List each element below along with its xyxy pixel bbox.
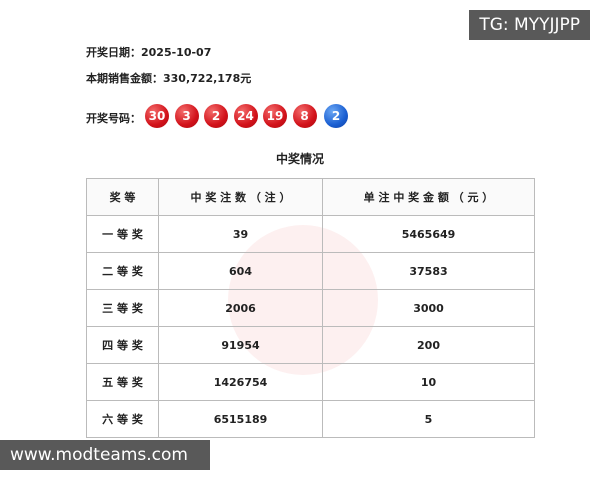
table-row: 五 等 奖 1426754 10 bbox=[86, 363, 535, 401]
table-cell: 37583 bbox=[322, 252, 535, 290]
table-row: 三 等 奖 2006 3000 bbox=[86, 289, 535, 327]
red-ball: 30 bbox=[145, 104, 169, 128]
red-ball: 2 bbox=[204, 104, 228, 128]
table-cell: 2006 bbox=[158, 289, 323, 327]
table-cell: 6515189 bbox=[158, 400, 323, 438]
table-cell: 10 bbox=[322, 363, 535, 401]
header-row: 奖 等中 奖 注 数 （ 注 ）单 注 中 奖 金 额 （ 元 ） bbox=[86, 178, 535, 216]
red-ball: 19 bbox=[263, 104, 287, 128]
table-cell: 5465649 bbox=[322, 215, 535, 253]
table-cell: 3000 bbox=[322, 289, 535, 327]
red-ball: 24 bbox=[233, 104, 258, 128]
date: 2025-10-07 bbox=[141, 46, 212, 59]
table-cell: 三 等 奖 bbox=[86, 289, 159, 327]
table-cell: 200 bbox=[322, 326, 535, 364]
date-label: 开奖日期： bbox=[86, 46, 141, 59]
table-cell: 六 等 奖 bbox=[86, 400, 159, 438]
red-ball: 3 bbox=[174, 104, 199, 128]
blue-ball: 2 bbox=[324, 104, 348, 128]
numbers-label: 开奖号码： bbox=[86, 112, 141, 125]
header-cell: 单 注 中 奖 金 额 （ 元 ） bbox=[322, 178, 535, 216]
table-row: 二 等 奖 604 37583 bbox=[86, 252, 535, 290]
table-cell: 91954 bbox=[158, 326, 323, 364]
table-cell: 1426754 bbox=[158, 363, 323, 401]
red-ball: 8 bbox=[292, 104, 317, 128]
table-cell: 四 等 奖 bbox=[86, 326, 159, 364]
sales: 330,722,178元 bbox=[163, 72, 252, 85]
sales-line: 本期销售金额：330,722,178元 bbox=[86, 70, 251, 86]
table-cell: 五 等 奖 bbox=[86, 363, 159, 401]
table-cell: 5 bbox=[322, 400, 535, 438]
table-row: 六 等 奖 6515189 5 bbox=[86, 400, 535, 438]
table-title: 中奖情况 bbox=[275, 152, 324, 166]
table-row: 四 等 奖 91954 200 bbox=[86, 326, 535, 364]
watermark-bottom: www.modteams.com bbox=[0, 440, 210, 470]
header-cell: 奖 等 bbox=[86, 178, 159, 216]
table-row: 一 等 奖 39 5465649 bbox=[86, 215, 535, 253]
date-line: 开奖日期：2025-10-07 bbox=[86, 44, 211, 60]
table-cell: 604 bbox=[158, 252, 323, 290]
table-cell: 二 等 奖 bbox=[86, 252, 159, 290]
header-cell: 中 奖 注 数 （ 注 ） bbox=[158, 178, 323, 216]
table-cell: 一 等 奖 bbox=[86, 215, 159, 253]
table-cell: 39 bbox=[158, 215, 323, 253]
watermark-top: TG: MYYJJPP bbox=[469, 10, 590, 40]
sales-label: 本期销售金额： bbox=[86, 72, 163, 85]
